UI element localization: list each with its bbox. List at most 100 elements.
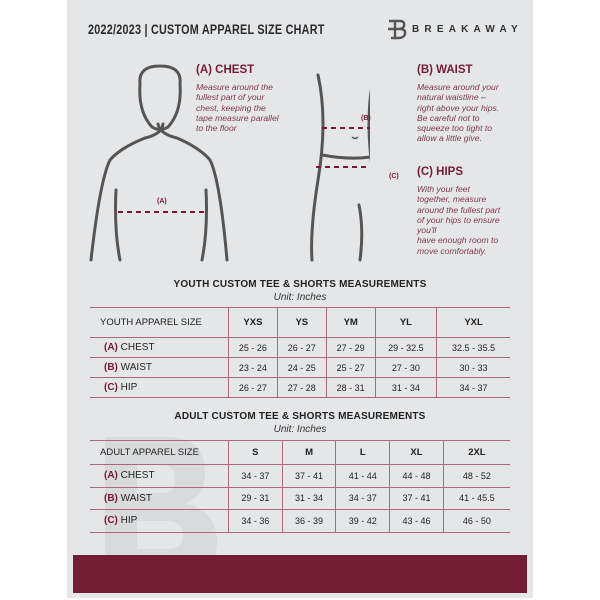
table-cell: 48 - 52 xyxy=(442,464,510,488)
row-label: (C) HIP xyxy=(90,509,229,533)
desc-line: you'll xyxy=(417,225,437,236)
desc-line: squeeze too tight to xyxy=(417,123,493,134)
column-header: L xyxy=(335,440,390,465)
adult-unit: Unit: Inches xyxy=(273,424,327,435)
desc-line: fullest part of your xyxy=(196,92,265,103)
column-header: YXL xyxy=(436,307,510,338)
table-cell: 39 - 42 xyxy=(335,509,390,533)
desc-line: have enough room to xyxy=(417,235,499,246)
column-header: YL xyxy=(374,307,437,338)
chest-heading: (A) CHEST xyxy=(196,64,255,76)
table-cell: 28 - 31 xyxy=(325,377,376,398)
column-header: S xyxy=(228,440,283,465)
row-name: CHEST xyxy=(120,470,155,482)
row-name: HIP xyxy=(120,382,138,393)
desc-line: around the fullest part xyxy=(417,204,501,215)
desc-line: With your feet xyxy=(417,184,470,194)
desc-line: chest, keeping the xyxy=(196,102,266,113)
youth-unit: Unit: Inches xyxy=(273,292,327,303)
desc-line: move comfortably. xyxy=(417,245,487,256)
table-cell: 37 - 41 xyxy=(281,464,336,488)
table-row: (C) HIP 34 - 36 36 - 39 39 - 42 43 - 46 46 - … xyxy=(90,509,510,533)
hips-instructions: (C) HIPS With your feet together, measur… xyxy=(417,166,500,256)
table-cell: 34 - 37 xyxy=(335,487,390,510)
desc-line: tape measure parallel xyxy=(196,112,279,123)
page-title: 2022/2023 | CUSTOM APPAREL SIZE CHART xyxy=(88,22,325,37)
desc-line: together, measure xyxy=(417,194,487,205)
column-header: YS xyxy=(276,307,327,338)
table-cell: 26 - 27 xyxy=(228,377,278,398)
adult-size-table: ADULT APPAREL SIZE S M L XL 2XL (A) CHEST 34 - … xyxy=(90,440,510,533)
brand-name: BREAKAWAY xyxy=(412,24,523,35)
table-row: (B) WAIST 29 - 31 31 - 34 34 - 37 37 - 41 41 … xyxy=(90,487,510,510)
footer-bar xyxy=(73,555,527,593)
table-cell: 26 - 27 xyxy=(276,337,327,358)
table-header-row: ADULT APPAREL SIZE S M L XL 2XL xyxy=(90,440,510,465)
table-cell: 30 - 33 xyxy=(436,357,510,378)
table-cell: 32.5 - 35.5 xyxy=(436,337,510,358)
table-cell: 27 - 28 xyxy=(276,377,327,398)
table-row: (B) WAIST 23 - 24 24 - 25 25 - 27 27 - 30 30 … xyxy=(90,357,510,378)
table-cell: 41 - 45.5 xyxy=(442,487,510,510)
column-header: YXS xyxy=(228,307,278,338)
hips-heading: (C) HIPS xyxy=(417,166,463,178)
table-cell: 25 - 27 xyxy=(325,357,376,378)
table-cell: 34 - 37 xyxy=(436,377,510,398)
table-cell: 37 - 41 xyxy=(389,487,444,510)
row-label: (C) HIP xyxy=(90,377,229,398)
table-cell: 34 - 36 xyxy=(228,509,283,533)
table-cell: 31 - 34 xyxy=(374,377,437,398)
desc-line: of your hips to ensure xyxy=(417,214,500,225)
row-name: HIP xyxy=(120,515,138,527)
row-code: (B) xyxy=(104,362,118,373)
table-cell: 44 - 48 xyxy=(389,464,444,488)
adult-section-title: ADULT CUSTOM TEE & SHORTS MEASUREMENTS xyxy=(174,411,426,422)
hips-marker: (C) xyxy=(389,173,399,180)
desc-line: Be careful not to xyxy=(417,112,480,123)
table-row: (A) CHEST 34 - 37 37 - 41 41 - 44 44 - 48 48 … xyxy=(90,464,510,488)
row-name: CHEST xyxy=(120,342,155,353)
chest-marker: (A) xyxy=(157,198,167,205)
column-header: YOUTH APPAREL SIZE xyxy=(90,307,229,338)
desc-line: allow a little give. xyxy=(417,133,482,144)
column-header: ADULT APPAREL SIZE xyxy=(90,440,229,465)
row-code: (C) xyxy=(104,382,118,393)
row-code: (C) xyxy=(104,515,118,527)
row-label: (A) CHEST xyxy=(90,464,229,488)
row-label: (B) WAIST xyxy=(90,487,229,510)
row-label: (A) CHEST xyxy=(90,337,229,358)
table-cell: 29 - 32.5 xyxy=(374,337,437,358)
row-code: (B) xyxy=(104,492,118,504)
column-header: 2XL xyxy=(442,440,510,465)
row-name: WAIST xyxy=(120,362,152,373)
chest-instructions: (A) CHEST Measure around the fullest par… xyxy=(196,64,279,133)
breakaway-logo-icon xyxy=(388,19,407,40)
table-cell: 23 - 24 xyxy=(228,357,278,378)
row-code: (A) xyxy=(104,342,118,353)
youth-section-title: YOUTH CUSTOM TEE & SHORTS MEASUREMENTS xyxy=(173,279,427,290)
table-cell: 31 - 34 xyxy=(281,487,336,510)
table-row: (A) CHEST 25 - 26 26 - 27 27 - 29 29 - 32.5 3… xyxy=(90,337,510,358)
table-row: (C) HIP 26 - 27 27 - 28 28 - 31 31 - 34 34 - … xyxy=(90,377,510,398)
row-label: (B) WAIST xyxy=(90,357,229,378)
row-name: WAIST xyxy=(120,492,152,504)
column-header: YM xyxy=(325,307,376,338)
table-cell: 46 - 50 xyxy=(442,509,510,533)
waist-marker: (B) xyxy=(361,115,371,122)
desc-line: Measure around your xyxy=(417,82,499,92)
table-header-row: YOUTH APPAREL SIZE YXS YS YM YL YXL xyxy=(90,307,510,338)
body-illustration xyxy=(89,64,370,262)
table-cell: 34 - 37 xyxy=(228,464,283,488)
column-header: M xyxy=(281,440,336,465)
table-cell: 36 - 39 xyxy=(281,509,336,533)
desc-line: right above your hips. xyxy=(417,102,500,113)
desc-line: to the floor xyxy=(196,123,237,134)
waist-heading: (B) WAIST xyxy=(417,64,473,76)
table-cell: 24 - 25 xyxy=(276,357,327,378)
table-cell: 41 - 44 xyxy=(335,464,390,488)
desc-line: Measure around the xyxy=(196,82,273,92)
waist-instructions: (B) WAIST Measure around your natural wa… xyxy=(417,64,499,144)
table-cell: 29 - 31 xyxy=(228,487,283,510)
desc-line: natural waistline – xyxy=(417,92,486,103)
row-code: (A) xyxy=(104,470,118,482)
